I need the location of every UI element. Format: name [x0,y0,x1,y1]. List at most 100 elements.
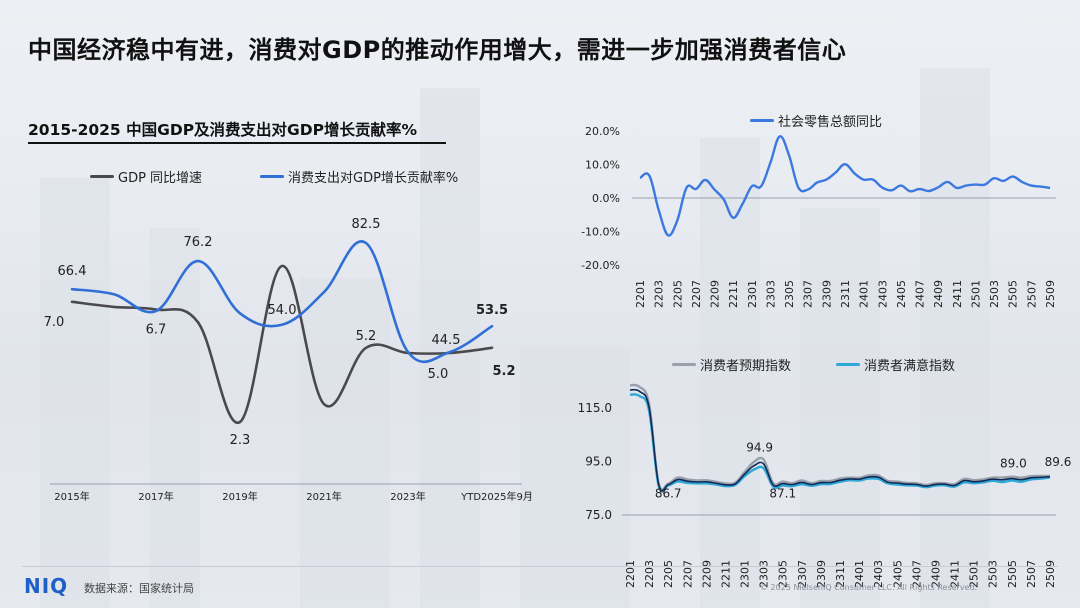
consumption-label-2020年: 54.0 [268,303,297,318]
niq-logo: NIQ [24,574,69,598]
confidence-y-tick-75.0: 75.0 [585,508,612,522]
gdp-label-YTD2025年9月: 5.2 [492,364,515,379]
retail-x-tick-2207: 2207 [690,280,703,308]
confidence-x-tick-2407: 2407 [910,560,923,588]
confidence-x-tick-2401: 2401 [853,560,866,588]
retail-x-tick-2307: 2307 [802,280,815,308]
page-title: 中国经济稳中有进，消费对GDP的推动作用增大，需进一步加强消费者信心 [28,36,847,64]
confidence-x-tick-2201: 2201 [624,560,637,588]
confidence-x-tick-2501: 2501 [968,560,981,588]
footer-divider [22,566,1058,567]
confidence-x-tick-2503: 2503 [987,560,1000,588]
retail-x-tick-2507: 2507 [1025,280,1038,308]
confidence-x-tick-2205: 2205 [662,560,675,588]
retail-x-tick-2309: 2309 [820,280,833,308]
retail-y-tick-10.0%: 10.0% [585,159,620,172]
retail-x-tick-2403: 2403 [876,280,889,308]
legend-satisfy: 消费者满意指数 [836,355,955,374]
retail-y-tick-20.0%: 20.0% [585,125,620,138]
retail-x-tick-2205: 2205 [671,280,684,308]
retail-x-tick-2407: 2407 [914,280,927,308]
legend-retail-swatch [750,119,774,122]
copyright: © 2025 NielsenIQ Consumer LLC. All Right… [760,583,978,592]
legend-consumption-swatch [260,175,284,178]
confidence-label-2506: 89.0 [1000,457,1027,471]
confidence-label-2305: 87.1 [769,487,796,501]
legend-retail-label: 社会零售总额同比 [778,115,883,130]
legend-expect-label: 消费者预期指数 [700,359,792,374]
confidence-x-tick-2403: 2403 [872,560,885,588]
gdp-label-2019年: 2.3 [230,433,251,448]
gdp-label-2022年: 5.2 [356,329,377,344]
confidence-x-tick-2211: 2211 [719,560,732,588]
left-x-tick-2015年: 2015年 [54,490,89,503]
confidence-x-tick-2409: 2409 [929,560,942,588]
confidence-label-2509: 89.6 [1045,455,1072,469]
confidence-x-tick-2507: 2507 [1025,560,1038,588]
retail-line [639,135,1051,237]
left-x-tick-2017年: 2017年 [138,490,173,503]
confidence-x-tick-2305: 2305 [777,560,790,588]
gdp-label-2024年: 5.0 [428,367,449,382]
retail-x-tick-2203: 2203 [653,280,666,308]
consumption-label-2022年: 82.5 [352,217,381,232]
confidence-x-tick-2203: 2203 [643,560,656,588]
confidence-x-tick-2303: 2303 [758,560,771,588]
retail-y-tick--20.0%: -20.0% [581,259,620,272]
retail-x-tick-2209: 2209 [709,280,722,308]
retail-x-tick-2501: 2501 [969,280,982,308]
gdp-label-2017年: 6.7 [146,322,167,337]
retail-x-tick-2305: 2305 [783,280,796,308]
retail-x-tick-2509: 2509 [1044,280,1057,308]
legend-gdp-label: GDP 同比增速 [118,171,203,186]
left-x-tick-2019年: 2019年 [222,490,257,503]
gdp-label-2015年: 7.0 [44,315,65,330]
legend-gdp-swatch [90,175,114,178]
retail-x-tick-2311: 2311 [839,280,852,308]
legend-consumption: 消费支出对GDP增长贡献率% [260,167,458,186]
confidence-x-tick-2311: 2311 [834,560,847,588]
confidence-overlay-line [629,388,1051,492]
retail-x-tick-2409: 2409 [932,280,945,308]
confidence-x-tick-2405: 2405 [891,560,904,588]
consumption-label-YTD2025年9月: 53.5 [476,303,508,318]
title-underline [28,142,446,144]
retail-x-tick-2401: 2401 [858,280,871,308]
consumption-line [70,240,494,364]
left-chart-title: 2015-2025 中国GDP及消费支出对GDP增长贡献率% [28,121,418,139]
legend-expect-swatch [672,363,696,366]
confidence-y-tick-95.0: 95.0 [585,455,612,469]
retail-x-tick-2411: 2411 [951,280,964,308]
retail-x-tick-2201: 2201 [634,280,647,308]
consumption-label-2018年: 76.2 [184,235,213,250]
confidence-x-tick-2411: 2411 [949,560,962,588]
confidence-x-tick-2209: 2209 [700,560,713,588]
gdp-line [70,264,494,424]
confidence-x-tick-2509: 2509 [1044,560,1057,588]
confidence-x-tick-2207: 2207 [681,560,694,588]
left-x-tick-2023年: 2023年 [390,490,425,503]
retail-x-tick-2301: 2301 [746,280,759,308]
confidence-x-tick-2301: 2301 [739,560,752,588]
retail-x-tick-2405: 2405 [895,280,908,308]
retail-y-tick--10.0%: -10.0% [581,226,620,239]
satisfy-line [629,393,1051,493]
left-x-tick-YTD2025年9月: YTD2025年9月 [460,490,533,503]
confidence-x-tick-2505: 2505 [1006,560,1019,588]
left-x-tick-2021年: 2021年 [306,490,341,503]
legend-expect: 消费者预期指数 [672,355,791,374]
legend-gdp: GDP 同比增速 [90,167,202,186]
retail-x-tick-2505: 2505 [1007,280,1020,308]
consumption-label-2024年: 44.5 [432,333,461,348]
retail-x-tick-2503: 2503 [988,280,1001,308]
consumption-label-2015年: 66.4 [58,264,87,279]
legend-consumption-label: 消费支出对GDP增长贡献率% [288,171,459,186]
retail-y-tick-0.0%: 0.0% [592,192,620,205]
legend-retail: 社会零售总额同比 [750,111,882,130]
expect-line [629,383,1050,491]
confidence-label-2303: 94.9 [746,441,773,455]
confidence-y-tick-115.0: 115.0 [578,401,612,415]
legend-satisfy-swatch [836,363,860,366]
